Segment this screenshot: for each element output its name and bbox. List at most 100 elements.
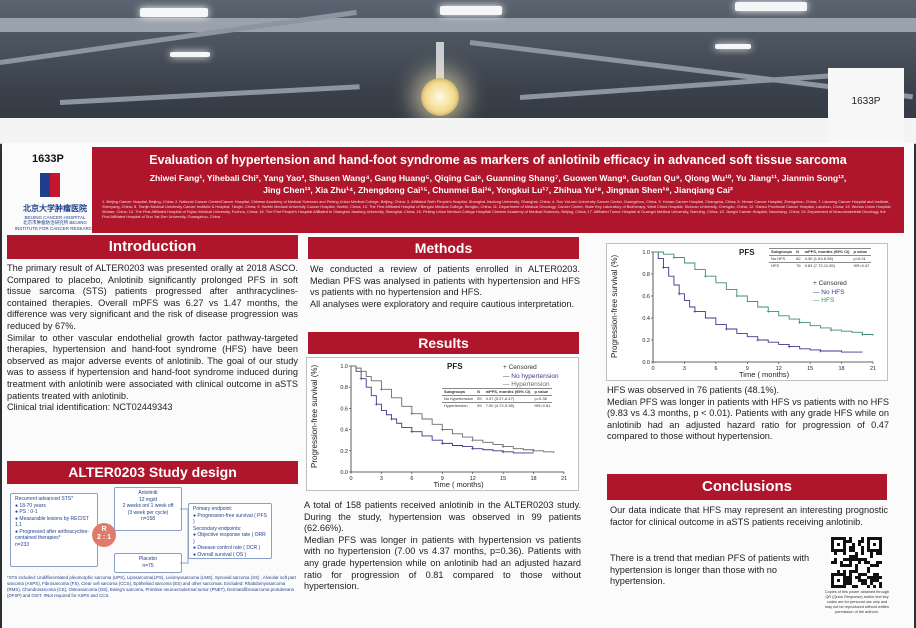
arm-line: n=158 <box>140 516 156 522</box>
qr-module <box>855 567 858 570</box>
qr-module <box>861 552 864 555</box>
ceiling-light <box>170 52 210 57</box>
qr-module <box>879 543 882 546</box>
qr-module <box>837 549 840 552</box>
qr-module <box>855 585 858 588</box>
qr-module <box>849 570 852 573</box>
legend-entry: — Hypertension <box>503 381 550 388</box>
censor-mark <box>787 345 791 349</box>
qr-module <box>867 567 870 570</box>
qr-module <box>873 564 876 567</box>
table-row: HFS 76 9.83 (7.72-11.95) HR=0.47 <box>769 262 872 269</box>
censor-mark <box>390 417 394 421</box>
censor-mark <box>735 294 739 298</box>
y-tick-label: 0.6 <box>642 294 650 300</box>
qr-module <box>837 570 840 573</box>
qr-module <box>852 558 855 561</box>
introduction-heading: Introduction <box>7 235 298 259</box>
censor-mark <box>766 309 770 313</box>
qr-module <box>861 573 864 576</box>
qr-module <box>831 582 834 585</box>
table-cell: 59 <box>475 395 484 403</box>
author-list: Zhiwei Fang¹, Yihebali Chi², Yang Yao³, … <box>102 172 894 196</box>
qr-module <box>873 576 876 579</box>
x-tick-label: 12 <box>470 476 476 482</box>
introduction-paragraph: The primary result of ALTER0203 was pres… <box>7 263 298 331</box>
qr-module <box>864 573 867 576</box>
results-paragraph: Median PFS was longer in patients with h… <box>304 534 581 592</box>
hfs-paragraph: Median PFS was longer in patients with H… <box>607 396 889 442</box>
qr-module <box>831 546 834 549</box>
hfs-text: HFS was observed in 76 patients (48.1%).… <box>607 385 889 443</box>
qr-module <box>840 564 843 567</box>
qr-module <box>879 546 882 549</box>
table-row: No hypertension 59 4.37 (0.27-6.47) p=0.36 <box>442 395 553 403</box>
pfs-hfs-chart: 0.0 0.2 0.4 0.6 0.8 1.0 0 3 6 9 12 15 18 21 PFS Progres… <box>606 243 888 381</box>
qr-module <box>867 537 870 540</box>
qr-module <box>831 573 834 576</box>
trial-identification: Clinical trial identification: NCT024493… <box>7 402 173 413</box>
spotlight <box>421 78 459 116</box>
qr-module <box>873 537 876 540</box>
ceiling-light <box>440 6 502 15</box>
censor-mark <box>661 265 665 269</box>
inclusion-item: n=233 <box>15 541 30 548</box>
qr-module <box>876 552 879 555</box>
y-tick-label: 0.0 <box>642 360 650 366</box>
qr-module <box>870 576 873 579</box>
censor-mark <box>672 256 676 259</box>
y-tick-label: 0.2 <box>642 338 650 344</box>
qr-module <box>855 555 858 558</box>
qr-module <box>849 540 852 543</box>
censor-mark <box>819 349 823 353</box>
y-tick-label: 0.4 <box>642 316 650 322</box>
censor-mark <box>677 292 681 296</box>
qr-module <box>846 540 849 543</box>
qr-module <box>861 540 864 543</box>
table-cell: mPFS, months (95% CI) <box>802 248 852 256</box>
ceiling-beam <box>519 71 850 100</box>
qr-code-icon[interactable] <box>830 536 882 588</box>
table-cell: p=0.36 <box>532 395 553 403</box>
table-cell: 4.30 (1.63-6.55) <box>802 255 852 263</box>
arm-line: 2 weeks on/ 1 week off <box>122 503 174 509</box>
inclusion-box: Recurrent advanced STS* ● 18-70 years ● … <box>10 493 98 567</box>
qr-module <box>849 564 852 567</box>
arm-line: (3 week per cycle) <box>127 509 169 516</box>
x-tick-label: 18 <box>839 366 845 372</box>
introduction-text: The primary result of ALTER0203 was pres… <box>7 263 298 414</box>
censor-mark <box>829 328 833 332</box>
ceiling-light <box>715 44 751 49</box>
censor-mark <box>798 320 802 324</box>
qr-module <box>867 540 870 543</box>
qr-module <box>861 546 864 549</box>
qr-module <box>846 558 849 561</box>
table-cell: HFS <box>769 262 795 269</box>
board-number-left: 1633P <box>32 153 64 165</box>
qr-module <box>852 570 855 573</box>
chart-legend: + Censored — No HFS — HFS <box>813 280 847 306</box>
legend-entry: — No HFS <box>813 288 845 296</box>
qr-module <box>837 573 840 576</box>
qr-module <box>855 552 858 555</box>
conclusions-paragraph: There is a trend that median PFS of pati… <box>610 553 810 587</box>
arm-line: 12 mg/d <box>138 496 158 503</box>
legend-entry: + Censored <box>503 364 537 371</box>
censor-mark <box>703 274 707 278</box>
qr-module <box>837 543 840 546</box>
qr-module <box>858 543 861 546</box>
censor-mark <box>471 447 475 451</box>
randomization-ratio: 2 : 1 <box>96 534 111 541</box>
qr-module <box>840 537 843 540</box>
x-axis-label: Time ( months) <box>433 480 484 489</box>
qr-module <box>858 573 861 576</box>
qr-module <box>876 579 879 582</box>
poster-title: Evaluation of hypertension and hand-foot… <box>149 153 847 167</box>
conclusions-paragraph: Our data indicate that HFS may represent… <box>610 505 888 527</box>
qr-module <box>843 543 846 546</box>
qr-module <box>858 561 861 564</box>
censor-mark <box>532 449 536 453</box>
qr-module <box>846 582 849 585</box>
